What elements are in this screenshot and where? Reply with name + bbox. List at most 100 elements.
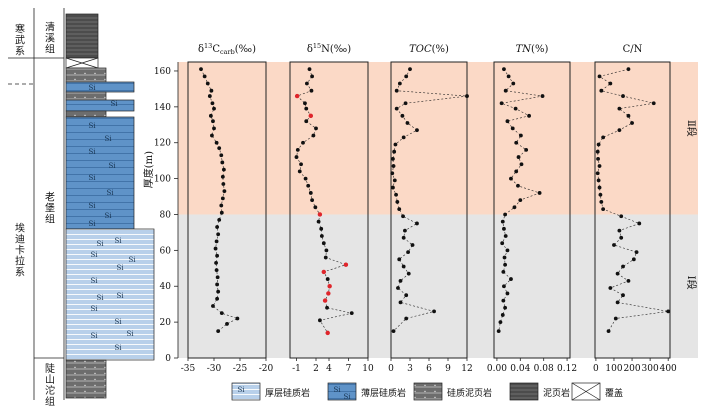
data-point — [199, 67, 203, 72]
data-point — [205, 81, 210, 86]
legend-label: 厚层硅质岩 — [265, 387, 310, 399]
data-point — [597, 185, 602, 190]
data-point — [397, 257, 402, 262]
si-mark: Si — [90, 332, 98, 340]
data-point — [324, 248, 329, 253]
data-point — [404, 74, 409, 79]
data-point — [211, 304, 215, 308]
si-mark: Si — [88, 220, 96, 228]
panel-1: δ13Ccarb(‰) -35 -30 -25 -20 — [181, 42, 274, 374]
zone-label-lower: Ⅰ段 — [685, 276, 698, 290]
data-point — [519, 162, 524, 167]
panel-title: TOC(%) — [409, 44, 449, 55]
data-point — [626, 67, 631, 72]
column-thin-si-1 — [65, 81, 135, 93]
data-point — [210, 133, 214, 138]
si-mark: Si — [126, 330, 134, 338]
data-point — [202, 74, 207, 79]
data-point — [391, 185, 395, 190]
data-point — [325, 277, 330, 281]
data-point — [511, 81, 516, 86]
x-tick-label: 400 — [660, 364, 677, 374]
data-point — [619, 214, 624, 219]
data-point — [220, 174, 225, 179]
data-point — [626, 113, 631, 118]
data-point — [499, 101, 504, 106]
si-mark: Si — [104, 135, 112, 143]
data-point — [608, 286, 613, 290]
depth-tick-label: 20 — [160, 318, 172, 328]
data-point — [612, 243, 616, 247]
formation-label-laobao: 老堡组 — [45, 191, 55, 226]
data-point — [617, 128, 622, 133]
data-point — [598, 192, 603, 197]
data-point-red — [321, 269, 326, 275]
data-point — [651, 101, 656, 106]
data-point — [313, 205, 318, 210]
data-point — [397, 207, 402, 212]
data-point — [306, 183, 311, 188]
data-point — [415, 128, 419, 133]
si-mark: Si — [90, 277, 98, 285]
data-point — [502, 255, 507, 260]
data-point — [314, 126, 318, 131]
x-tick-label: 100 — [605, 364, 622, 374]
panel-2: δ15N(‰) -1 2 4 7 10 — [289, 42, 374, 374]
data-point — [398, 300, 403, 305]
system-label-cambrian-text: 寒武系 — [15, 23, 25, 58]
data-point — [390, 171, 395, 176]
si-mark: Si — [96, 294, 104, 302]
data-point — [216, 329, 221, 333]
x-tick-label: 9 — [445, 364, 451, 374]
data-panels: δ13Ccarb(‰) -35 -30 -25 -20 δ15N(‰) -1 2 4 7 10 TOC… — [181, 42, 677, 374]
x-tick-label: 2 — [313, 364, 319, 374]
panel-title: TN(%) — [516, 44, 549, 55]
formation-label-doushantuo: 陡山沱组 — [45, 363, 55, 408]
data-point — [213, 246, 218, 251]
data-point — [215, 282, 220, 287]
data-point — [210, 101, 215, 106]
column-shale-3 — [65, 110, 107, 118]
panel-frame — [187, 61, 267, 359]
data-point — [319, 226, 324, 231]
x-tick-label: -30 — [207, 364, 222, 374]
data-point — [608, 81, 613, 86]
si-mark: Si — [90, 251, 98, 259]
data-point — [630, 121, 634, 125]
zone-label-upper: Ⅱ段 — [685, 120, 698, 137]
data-point — [595, 149, 600, 154]
x-tick-label: -35 — [181, 364, 196, 374]
data-point — [401, 264, 406, 269]
data-point — [465, 94, 469, 98]
data-point-red — [294, 93, 300, 99]
data-point — [597, 74, 602, 79]
data-point — [498, 320, 503, 325]
si-mark: Si — [110, 100, 118, 108]
data-point — [415, 221, 419, 226]
data-point — [397, 81, 402, 86]
x-tick-label: 0.00 — [487, 364, 507, 374]
data-point — [601, 207, 606, 212]
data-point — [524, 148, 529, 152]
data-point — [219, 153, 224, 158]
data-point — [303, 101, 307, 106]
legend-label: 硅质泥页岩 — [447, 387, 492, 399]
data-point — [308, 191, 313, 195]
data-point-red — [326, 291, 331, 296]
data-point — [391, 156, 395, 161]
x-tick-label: 0.04 — [510, 364, 530, 374]
legend-siliceous-shale-swatch — [413, 382, 443, 401]
data-point — [527, 113, 531, 118]
data-point — [621, 264, 625, 269]
legend-cross-b — [571, 382, 601, 401]
data-point — [214, 239, 219, 244]
depth-axis: 0 20 40 60 80 100 120 140 160 厚度(m) — [142, 62, 179, 364]
si-mark: Si — [108, 162, 116, 170]
zone-lower-band — [178, 214, 698, 358]
data-point — [503, 262, 508, 267]
data-point — [601, 135, 606, 140]
formation-label-laobao-text: 老堡组 — [45, 191, 55, 226]
data-point — [501, 298, 506, 303]
data-point — [503, 305, 508, 310]
